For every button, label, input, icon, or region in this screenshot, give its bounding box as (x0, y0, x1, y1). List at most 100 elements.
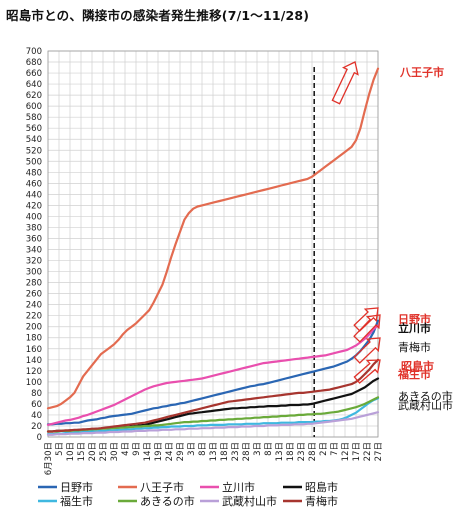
y-tick-label: 640 (26, 80, 42, 90)
plot-frame (47, 50, 379, 438)
x-tick-label: 23日 (231, 442, 241, 461)
y-tick-label: 60 (31, 400, 42, 410)
y-tick-label: 120 (26, 367, 42, 377)
x-tick-label: 12日 (341, 442, 351, 461)
x-tick-label: 3日 (253, 442, 263, 456)
x-tick-label: 13日 (275, 442, 285, 461)
series-label: あきるの市 (398, 390, 453, 404)
series-line-武蔵村山市 (46, 411, 380, 436)
legend-label: 立川市 (222, 480, 255, 494)
y-tick-label: 140 (26, 356, 42, 366)
y-tick-label: 660 (26, 69, 42, 79)
y-tick-label: 300 (26, 268, 42, 278)
trend-arrow (353, 359, 381, 384)
legend-label: 日野市 (60, 480, 93, 494)
legend-label: 昭島市 (305, 480, 338, 494)
y-tick-label: 620 (26, 91, 42, 101)
x-tick-label: 3日 (187, 442, 197, 456)
x-tick-label: 4日 (121, 442, 131, 456)
y-tick-label: 180 (26, 334, 42, 344)
x-tick-label: 20日 (88, 442, 98, 461)
grid (47, 50, 379, 438)
x-tick-label: 8日 (198, 442, 208, 456)
y-tick-label: 340 (26, 246, 42, 256)
series-label: 青梅市 (398, 340, 431, 354)
x-tick-label: 5日 (55, 442, 65, 456)
series-label: 福生市 (398, 368, 431, 382)
series-label: 日野市 (398, 313, 431, 327)
y-tick-label: 580 (26, 113, 42, 123)
y-tick-label: 280 (26, 279, 42, 289)
series-label: 立川市 (398, 322, 431, 336)
x-tick-label: 27日 (374, 442, 384, 461)
y-tick-label: 220 (26, 312, 42, 322)
x-tick-label: 24日 (165, 442, 175, 461)
series-line-八王子市 (46, 67, 380, 410)
legend-label: 青梅市 (305, 494, 338, 508)
trend-arrow (353, 337, 381, 364)
x-tick-label: 14日 (143, 442, 153, 461)
x-tick-label: 19日 (154, 442, 164, 461)
x-tick-label: 10日 (66, 442, 76, 461)
y-tick-label: 700 (26, 47, 42, 57)
x-tick-label: 22日 (363, 442, 373, 461)
x-tick-label: 18日 (220, 442, 230, 461)
y-tick-label: 440 (26, 190, 42, 200)
x-tick-label: 29日 (176, 442, 186, 461)
x-tick-label: 15日 (77, 442, 87, 461)
y-tick-label: 480 (26, 168, 42, 178)
y-tick-label: 240 (26, 301, 42, 311)
series-line-青梅市 (46, 358, 380, 433)
x-tick-labels: 6月30日 5日 10日 15日 20日 25日 30日 4日 9日 14日 19日 24日 29日 3日… (44, 442, 384, 475)
y-tick-label: 460 (26, 179, 42, 189)
y-tick-label: 680 (26, 58, 42, 68)
x-tick-label: 30日 (110, 442, 120, 461)
x-tick-label: 7日 (330, 442, 340, 456)
y-tick-label: 360 (26, 234, 42, 244)
series-lines (46, 67, 380, 436)
y-tick-label: 380 (26, 223, 42, 233)
trend-arrow (353, 314, 381, 343)
trend-arrows (331, 61, 381, 384)
legend-label: 福生市 (60, 494, 93, 508)
x-tick-label: 9日 (132, 442, 142, 456)
x-tick-label: 8日 (264, 442, 274, 456)
chart-title: 昭島市との、隣接市の感染者発生推移(7/1～11/28) (6, 8, 310, 23)
y-tick-label: 560 (26, 124, 42, 134)
legend-label: 八王子市 (140, 480, 184, 494)
y-tick-label: 320 (26, 257, 42, 267)
x-tick-label: 6月30日 (44, 442, 54, 475)
y-tick-label: 520 (26, 146, 42, 156)
x-tick-label: 28日 (242, 442, 252, 461)
trend-arrow (353, 307, 379, 332)
y-tick-label: 20 (31, 422, 42, 432)
legend-label: 武蔵村山市 (222, 494, 277, 508)
y-tick-label: 0 (37, 433, 42, 443)
trend-arrow (331, 61, 359, 105)
series-line-日野市 (46, 319, 380, 426)
y-tick-label: 100 (26, 378, 42, 388)
x-tick-label: 23日 (297, 442, 307, 461)
y-tick-label: 500 (26, 157, 42, 167)
y-tick-label: 160 (26, 345, 42, 355)
y-tick-label: 200 (26, 323, 42, 333)
x-tick-label: 25日 (99, 442, 109, 461)
series-label: 武蔵村山市 (398, 399, 453, 413)
x-tick-label: 13日 (209, 442, 219, 461)
x-tick-label: 18日 (286, 442, 296, 461)
series-label: 昭島市 (401, 359, 434, 373)
y-tick-label: 260 (26, 290, 42, 300)
y-tick-labels: 0204060801001201401601802002202402602803… (26, 47, 42, 443)
y-tick-label: 400 (26, 212, 42, 222)
x-tick-label: 2日 (319, 442, 329, 456)
series-label: 八王子市 (400, 66, 444, 80)
y-tick-label: 40 (31, 411, 42, 421)
y-tick-label: 420 (26, 201, 42, 211)
series-line-立川市 (46, 324, 380, 426)
x-tick-label: 28日 (308, 442, 318, 461)
legend-label: あきるの市 (140, 494, 195, 508)
y-tick-label: 600 (26, 102, 42, 112)
x-tick-label: 17日 (352, 442, 362, 461)
